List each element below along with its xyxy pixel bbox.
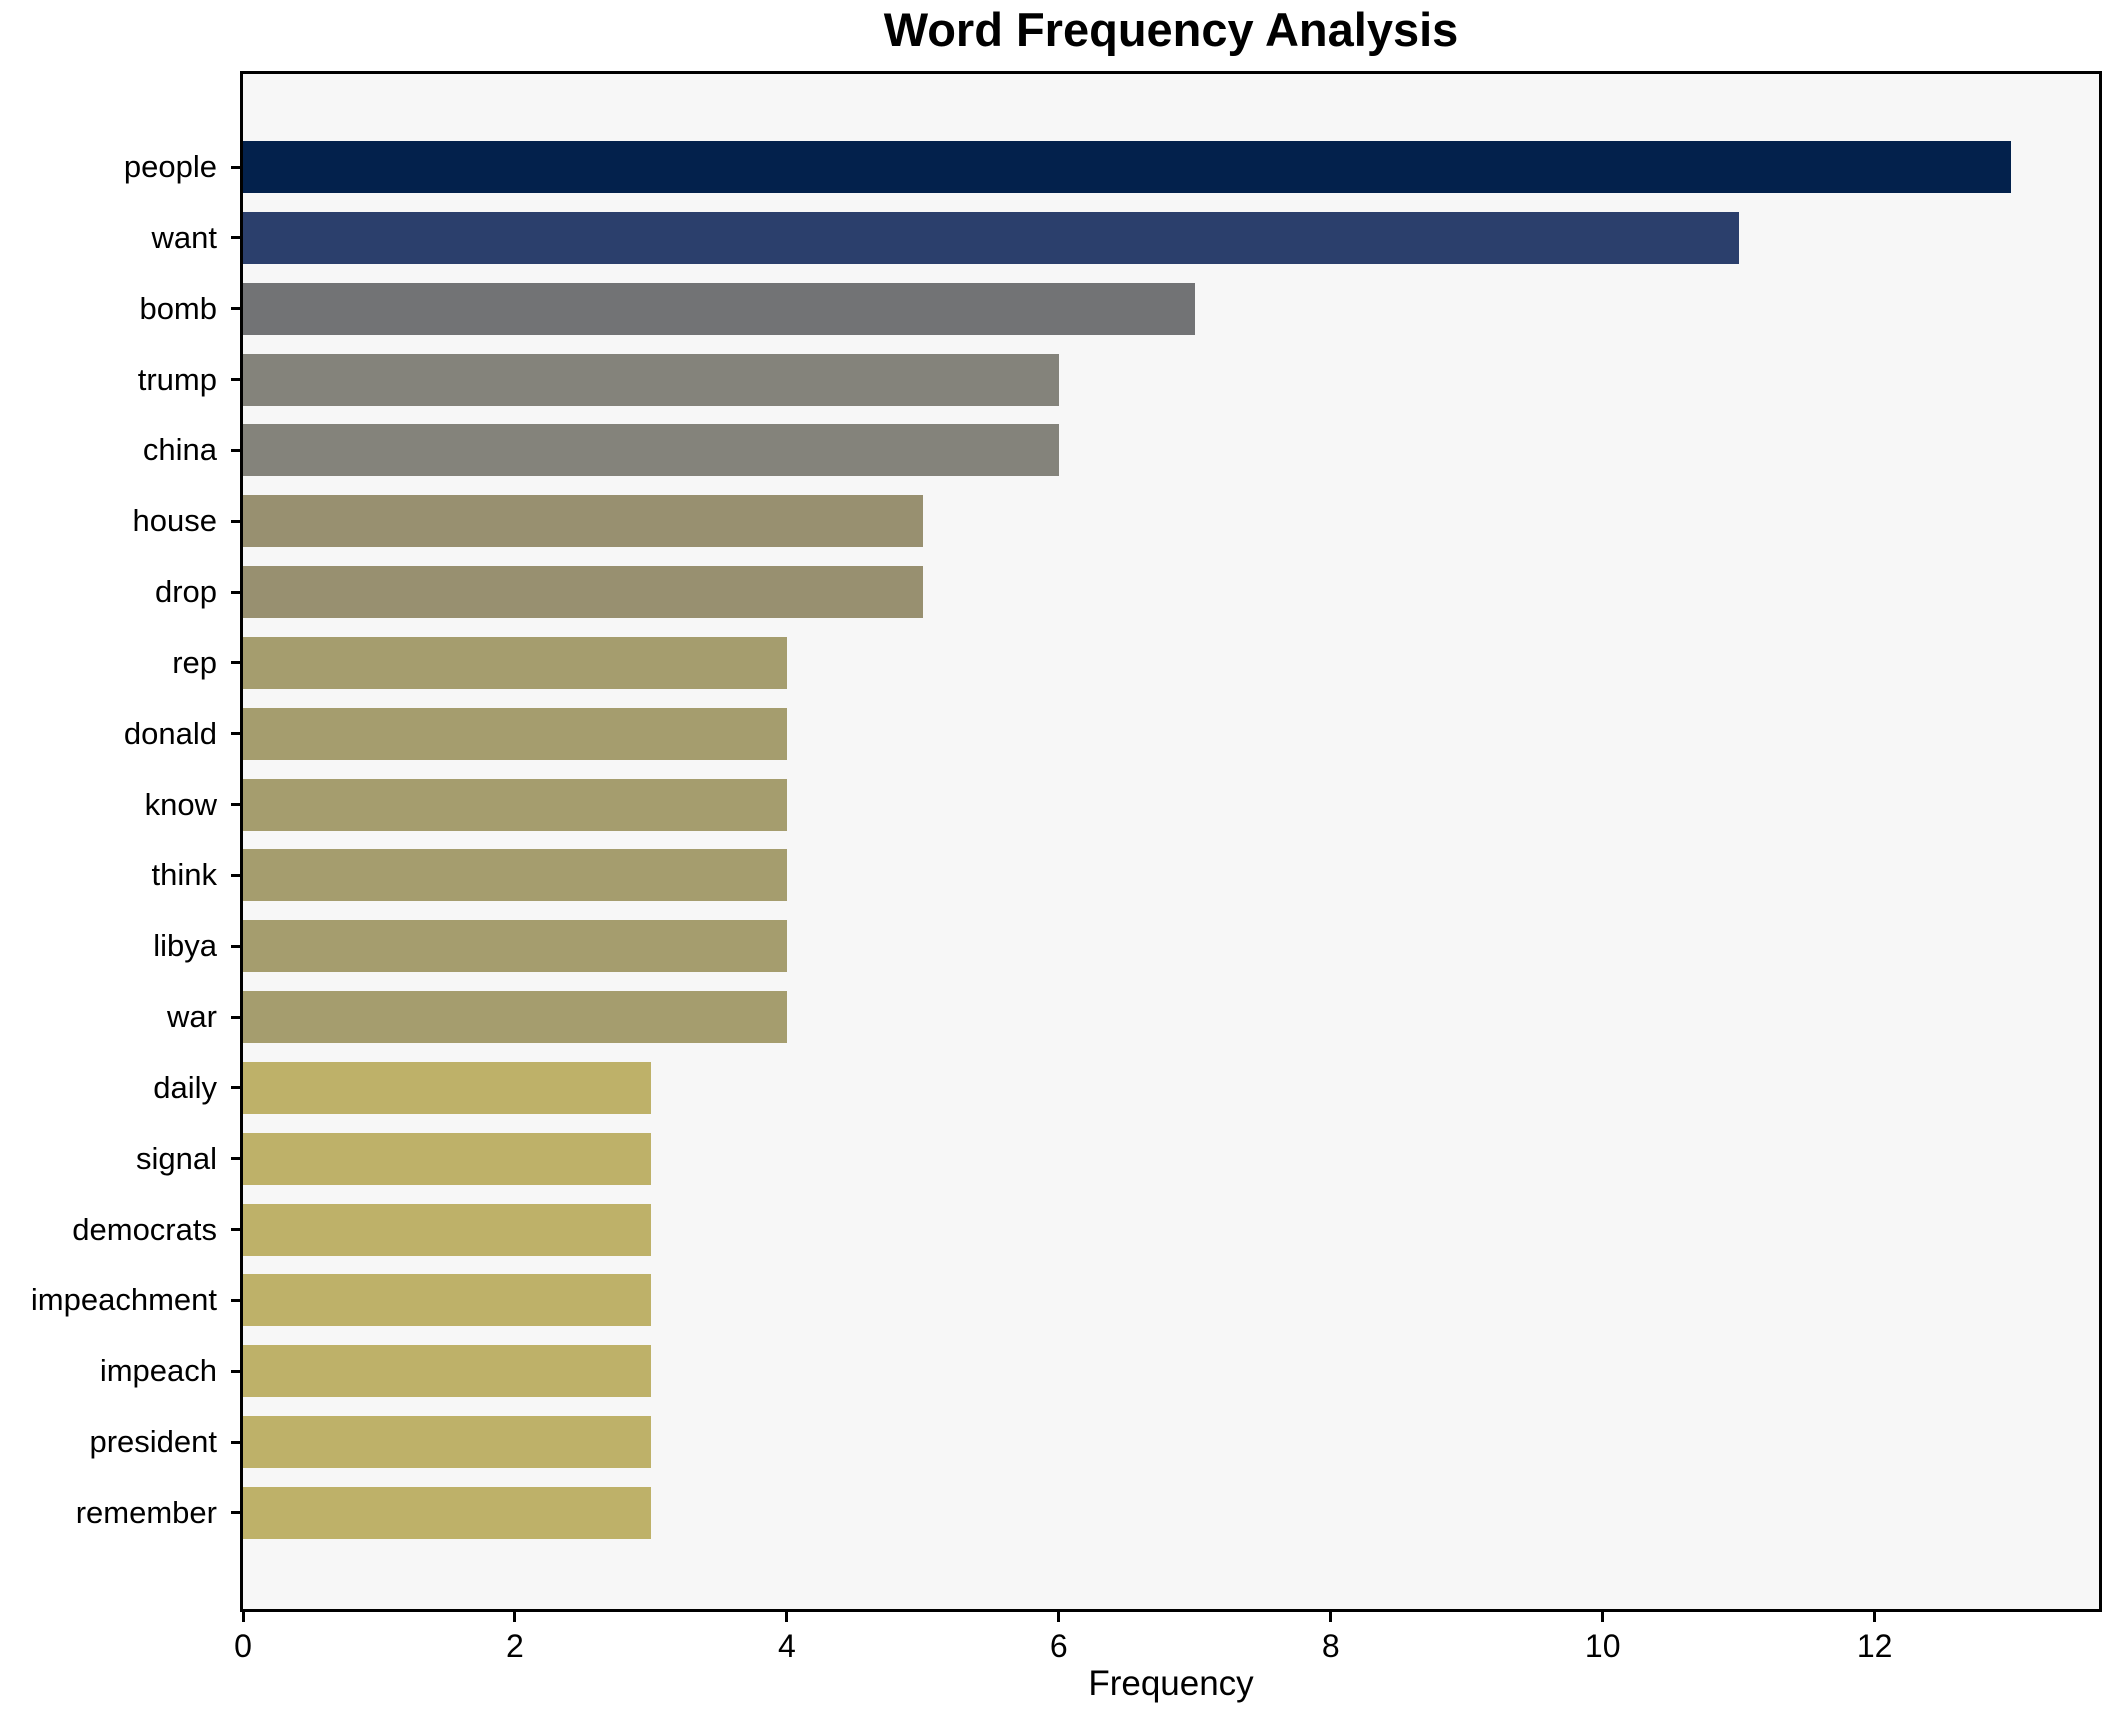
plot-area xyxy=(240,71,2102,1612)
x-tick-label-8: 8 xyxy=(1321,1628,1340,1664)
y-tick-mark xyxy=(231,307,240,311)
y-tick-mark xyxy=(231,661,240,665)
bar-want xyxy=(243,211,1739,264)
y-tick-label-donald: donald xyxy=(123,715,217,751)
bar-impeachment xyxy=(243,1274,651,1327)
x-tick-mark xyxy=(1057,1612,1061,1622)
y-tick-label-war: war xyxy=(167,999,217,1035)
y-tick-mark xyxy=(231,1157,240,1161)
y-tick-label-signal: signal xyxy=(136,1140,217,1176)
y-tick-label-trump: trump xyxy=(137,361,217,397)
y-tick-label-want: want xyxy=(151,219,217,255)
x-axis-label: Frequency xyxy=(1088,1664,1254,1703)
x-tick-label-0: 0 xyxy=(234,1628,252,1664)
x-tick-mark xyxy=(513,1612,517,1622)
y-tick-label-think: think xyxy=(151,857,217,893)
bar-bomb xyxy=(243,282,1195,335)
bar-daily xyxy=(243,1061,651,1114)
x-tick-mark xyxy=(785,1612,789,1622)
x-tick-label-4: 4 xyxy=(777,1628,796,1664)
y-tick-mark xyxy=(231,1298,240,1302)
y-tick-mark xyxy=(231,1015,240,1019)
y-tick-mark xyxy=(231,1086,240,1090)
y-tick-label-impeachment: impeachment xyxy=(30,1282,217,1318)
bar-trump xyxy=(243,353,1059,406)
y-tick-mark xyxy=(231,732,240,736)
y-tick-label-libya: libya xyxy=(153,928,217,964)
y-tick-label-people: people xyxy=(123,149,217,184)
y-tick-label-bomb: bomb xyxy=(139,290,217,326)
bar-know xyxy=(243,778,787,831)
x-tick-mark xyxy=(1601,1612,1605,1622)
bar-democrats xyxy=(243,1203,651,1256)
y-tick-label-drop: drop xyxy=(154,574,217,610)
y-tick-mark xyxy=(231,1511,240,1515)
x-tick-mark xyxy=(1329,1612,1333,1622)
y-tick-label-house: house xyxy=(132,503,217,539)
y-tick-mark xyxy=(231,590,240,594)
bar-rep xyxy=(243,636,787,689)
chart-title: Word Frequency Analysis xyxy=(883,3,1459,56)
bar-people xyxy=(243,141,2011,193)
y-tick-mark xyxy=(231,378,240,382)
y-tick-mark xyxy=(231,236,240,240)
x-tick-label-12: 12 xyxy=(1856,1628,1893,1664)
y-tick-label-china: china xyxy=(142,432,217,468)
x-tick-label-6: 6 xyxy=(1049,1628,1068,1664)
bar-president xyxy=(243,1416,651,1469)
y-tick-mark xyxy=(231,1228,240,1232)
y-tick-label-president: president xyxy=(89,1424,217,1460)
y-tick-mark xyxy=(231,448,240,452)
y-tick-label-remember: remember xyxy=(75,1494,217,1530)
x-tick-mark xyxy=(1873,1612,1877,1622)
y-tick-mark xyxy=(231,803,240,807)
y-tick-mark xyxy=(231,873,240,877)
bar-libya xyxy=(243,920,787,973)
y-tick-label-rep: rep xyxy=(172,644,217,680)
bar-remember xyxy=(243,1486,651,1539)
y-tick-mark xyxy=(231,1440,240,1444)
y-tick-mark xyxy=(231,165,240,169)
x-tick-label-10: 10 xyxy=(1584,1628,1621,1664)
bar-think xyxy=(243,849,787,902)
y-tick-label-know: know xyxy=(144,786,217,822)
y-tick-label-democrats: democrats xyxy=(72,1211,217,1247)
bar-war xyxy=(243,991,787,1044)
bar-drop xyxy=(243,566,923,619)
bar-impeach xyxy=(243,1345,651,1398)
x-tick-mark xyxy=(241,1612,245,1622)
bar-signal xyxy=(243,1132,651,1185)
y-tick-mark xyxy=(231,1369,240,1373)
y-tick-label-impeach: impeach xyxy=(99,1353,217,1389)
bar-china xyxy=(243,424,1059,477)
y-tick-mark xyxy=(231,519,240,523)
y-tick-mark xyxy=(231,944,240,948)
bar-house xyxy=(243,495,923,548)
x-tick-label-2: 2 xyxy=(506,1628,524,1664)
bar-donald xyxy=(243,707,787,760)
y-tick-label-daily: daily xyxy=(153,1069,217,1105)
